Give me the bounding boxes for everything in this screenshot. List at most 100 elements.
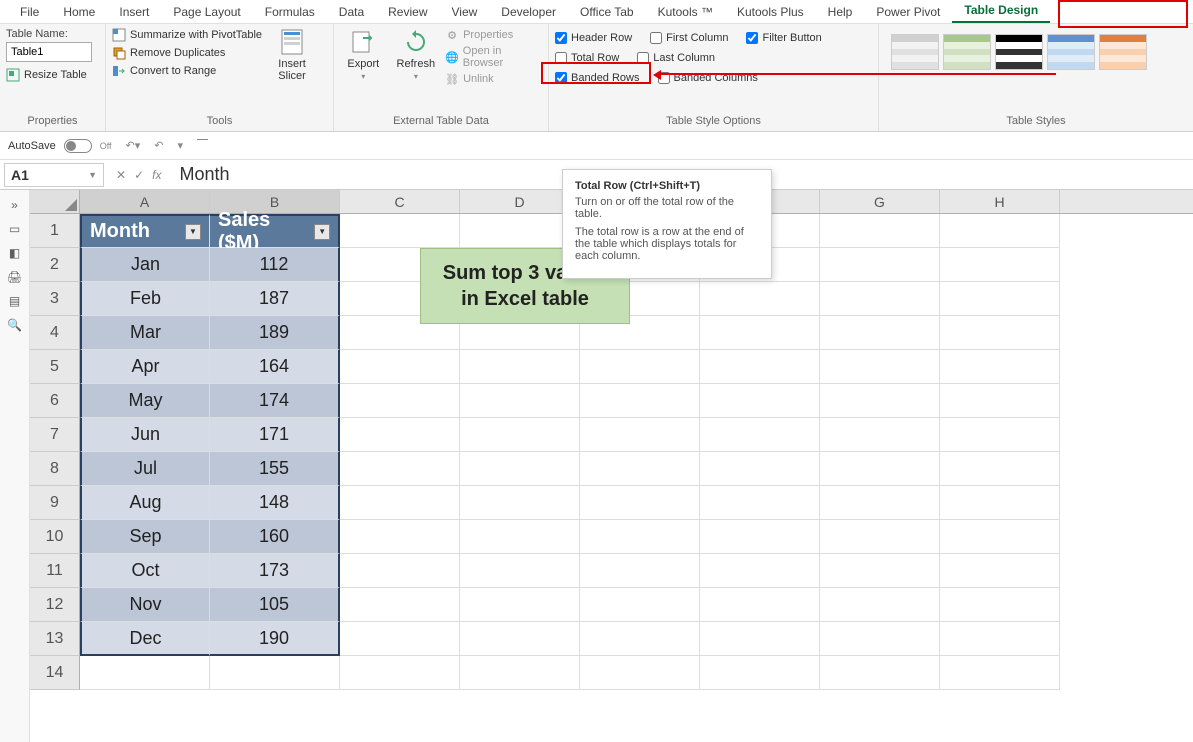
cell-B10[interactable]: 160 xyxy=(210,520,340,554)
total-row-checkbox[interactable]: Total Row xyxy=(555,52,619,64)
cell-H4[interactable] xyxy=(940,316,1060,350)
col-header-G[interactable]: G xyxy=(820,190,940,213)
cell-H10[interactable] xyxy=(940,520,1060,554)
tab-page-layout[interactable]: Page Layout xyxy=(161,1,252,23)
cell-D11[interactable] xyxy=(460,554,580,588)
row-header-6[interactable]: 6 xyxy=(30,384,80,418)
row-header-12[interactable]: 12 xyxy=(30,588,80,622)
cell-C10[interactable] xyxy=(340,520,460,554)
row-header-13[interactable]: 13 xyxy=(30,622,80,656)
banded-rows-checkbox[interactable]: Banded Rows xyxy=(555,72,640,84)
cell-H1[interactable] xyxy=(940,214,1060,248)
cell-C6[interactable] xyxy=(340,384,460,418)
first-column-checkbox[interactable]: First Column xyxy=(650,32,728,44)
side-icon-2[interactable]: ◧ xyxy=(9,246,20,260)
cell-B12[interactable]: 105 xyxy=(210,588,340,622)
cell-B2[interactable]: 112 xyxy=(210,248,340,282)
cell-G8[interactable] xyxy=(820,452,940,486)
cell-G7[interactable] xyxy=(820,418,940,452)
cell-H14[interactable] xyxy=(940,656,1060,690)
tab-kutools-[interactable]: Kutools ™ xyxy=(646,1,725,23)
tab-kutools-plus[interactable]: Kutools Plus xyxy=(725,1,816,23)
col-header-H[interactable]: H xyxy=(940,190,1060,213)
side-icon-3[interactable]: 🖨 xyxy=(7,270,22,284)
cell-D10[interactable] xyxy=(460,520,580,554)
cell-A1[interactable]: Month▼ xyxy=(80,214,210,248)
row-header-9[interactable]: 9 xyxy=(30,486,80,520)
table-name-input[interactable] xyxy=(6,42,92,62)
cell-F11[interactable] xyxy=(700,554,820,588)
tab-data[interactable]: Data xyxy=(327,1,376,23)
cell-F14[interactable] xyxy=(700,656,820,690)
cell-B3[interactable]: 187 xyxy=(210,282,340,316)
cell-C13[interactable] xyxy=(340,622,460,656)
row-header-8[interactable]: 8 xyxy=(30,452,80,486)
cell-B7[interactable]: 171 xyxy=(210,418,340,452)
cell-G9[interactable] xyxy=(820,486,940,520)
cell-F9[interactable] xyxy=(700,486,820,520)
cell-E10[interactable] xyxy=(580,520,700,554)
side-icon-1[interactable]: ▭ xyxy=(9,222,20,236)
export-button[interactable]: Export ▾ xyxy=(340,28,387,81)
cell-B6[interactable]: 174 xyxy=(210,384,340,418)
col-header-A[interactable]: A xyxy=(80,190,210,213)
cell-E13[interactable] xyxy=(580,622,700,656)
cell-E12[interactable] xyxy=(580,588,700,622)
name-box[interactable]: A1 ▼ xyxy=(4,163,104,187)
cell-C1[interactable] xyxy=(340,214,460,248)
cell-D6[interactable] xyxy=(460,384,580,418)
cell-E7[interactable] xyxy=(580,418,700,452)
summarize-pivot-button[interactable]: Summarize with PivotTable xyxy=(112,28,262,42)
autosave-toggle[interactable] xyxy=(64,139,92,153)
row-header-14[interactable]: 14 xyxy=(30,656,80,690)
cell-H9[interactable] xyxy=(940,486,1060,520)
enter-icon[interactable]: ✓ xyxy=(134,168,144,182)
cell-C8[interactable] xyxy=(340,452,460,486)
cell-B4[interactable]: 189 xyxy=(210,316,340,350)
cell-D14[interactable] xyxy=(460,656,580,690)
tab-insert[interactable]: Insert xyxy=(107,1,161,23)
cell-G12[interactable] xyxy=(820,588,940,622)
cell-C9[interactable] xyxy=(340,486,460,520)
cell-B9[interactable]: 148 xyxy=(210,486,340,520)
cell-F8[interactable] xyxy=(700,452,820,486)
last-column-checkbox[interactable]: Last Column xyxy=(637,52,715,64)
cell-F3[interactable] xyxy=(700,282,820,316)
cell-D7[interactable] xyxy=(460,418,580,452)
tab-review[interactable]: Review xyxy=(376,1,439,23)
table-style-thumb-4[interactable] xyxy=(1099,34,1147,70)
cell-H5[interactable] xyxy=(940,350,1060,384)
cell-G11[interactable] xyxy=(820,554,940,588)
cell-D13[interactable] xyxy=(460,622,580,656)
cell-H6[interactable] xyxy=(940,384,1060,418)
cell-A13[interactable]: Dec xyxy=(80,622,210,656)
tab-view[interactable]: View xyxy=(440,1,490,23)
cell-A8[interactable]: Jul xyxy=(80,452,210,486)
cell-G4[interactable] xyxy=(820,316,940,350)
filter-dropdown-icon[interactable]: ▼ xyxy=(185,224,201,240)
select-all-corner[interactable] xyxy=(30,190,80,213)
tab-formulas[interactable]: Formulas xyxy=(253,1,327,23)
cell-H3[interactable] xyxy=(940,282,1060,316)
cell-H11[interactable] xyxy=(940,554,1060,588)
cell-E11[interactable] xyxy=(580,554,700,588)
cell-D8[interactable] xyxy=(460,452,580,486)
tab-home[interactable]: Home xyxy=(51,1,107,23)
resize-table-button[interactable]: Resize Table xyxy=(6,68,92,82)
table-style-thumb-1[interactable] xyxy=(943,34,991,70)
cell-B8[interactable]: 155 xyxy=(210,452,340,486)
row-header-3[interactable]: 3 xyxy=(30,282,80,316)
cell-B5[interactable]: 164 xyxy=(210,350,340,384)
cell-H13[interactable] xyxy=(940,622,1060,656)
cell-E14[interactable] xyxy=(580,656,700,690)
cell-H2[interactable] xyxy=(940,248,1060,282)
cell-A5[interactable]: Apr xyxy=(80,350,210,384)
filter-button-checkbox[interactable]: Filter Button xyxy=(746,32,821,44)
cell-B14[interactable] xyxy=(210,656,340,690)
cell-A7[interactable]: Jun xyxy=(80,418,210,452)
cell-A4[interactable]: Mar xyxy=(80,316,210,350)
cell-G2[interactable] xyxy=(820,248,940,282)
row-header-10[interactable]: 10 xyxy=(30,520,80,554)
row-header-1[interactable]: 1 xyxy=(30,214,80,248)
fx-icon[interactable]: fx xyxy=(152,168,161,182)
